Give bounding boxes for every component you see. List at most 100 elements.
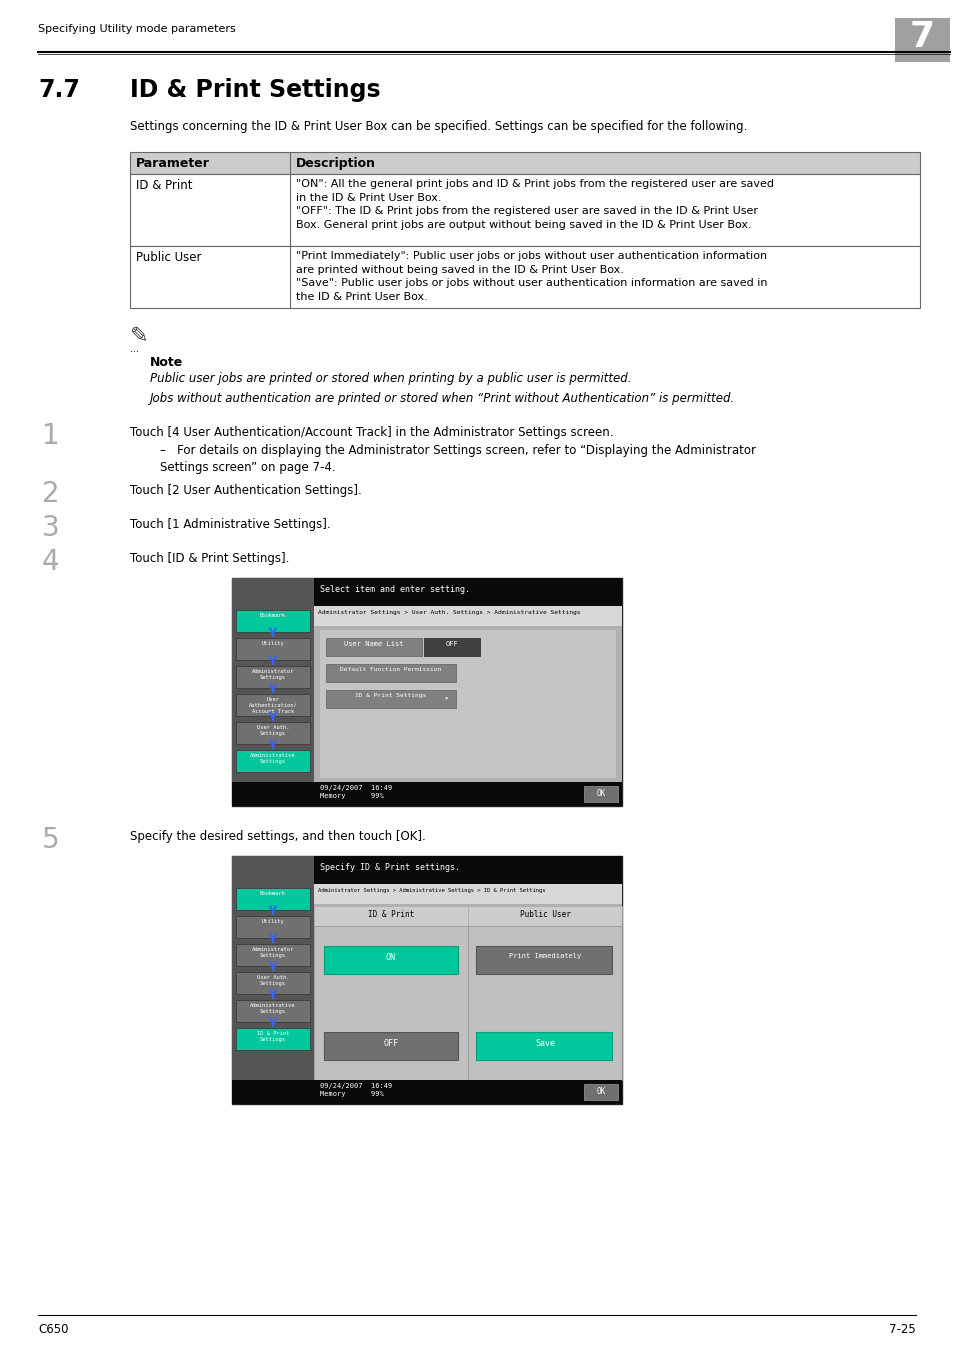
Text: Bookmark: Bookmark xyxy=(260,891,286,896)
Text: Public user jobs are printed or stored when printing by a public user is permitt: Public user jobs are printed or stored w… xyxy=(150,373,631,385)
Text: –   For details on displaying the Administrator Settings screen, refer to “Displ: – For details on displaying the Administ… xyxy=(160,444,755,474)
Text: Utility: Utility xyxy=(261,919,284,923)
Text: Default Function Permission: Default Function Permission xyxy=(340,667,441,672)
Text: ID & Print
Settings: ID & Print Settings xyxy=(256,1031,289,1042)
Text: ID & Print Settings: ID & Print Settings xyxy=(355,693,426,698)
Text: Specify ID & Print settings.: Specify ID & Print settings. xyxy=(319,863,459,872)
Bar xyxy=(583,786,618,802)
Text: 1: 1 xyxy=(42,423,59,450)
Text: ID & Print Settings: ID & Print Settings xyxy=(130,78,380,103)
Text: Save: Save xyxy=(535,1040,555,1048)
Text: OK: OK xyxy=(596,1087,605,1096)
Text: Touch [ID & Print Settings].: Touch [ID & Print Settings]. xyxy=(130,552,289,566)
Text: "ON": All the general print jobs and ID & Print jobs from the registered user ar: "ON": All the general print jobs and ID … xyxy=(295,180,773,230)
Text: Administrator Settings > Administrative Settings > ID & Print Settings: Administrator Settings > Administrative … xyxy=(317,888,545,892)
Bar xyxy=(314,884,621,904)
Text: Note: Note xyxy=(150,356,183,369)
Text: OFF: OFF xyxy=(383,1040,398,1048)
Text: Administrator
Settings: Administrator Settings xyxy=(252,946,294,957)
Text: Jobs without authentication are printed or stored when “Print without Authentica: Jobs without authentication are printed … xyxy=(150,392,735,405)
Bar xyxy=(314,906,468,926)
Bar xyxy=(235,1000,310,1022)
Text: Administrative
Settings: Administrative Settings xyxy=(250,753,295,764)
Bar xyxy=(232,1080,621,1104)
Text: 09/24/2007  16:49
Memory      99%: 09/24/2007 16:49 Memory 99% xyxy=(319,784,392,799)
Text: Select item and enter setting.: Select item and enter setting. xyxy=(319,585,470,594)
Bar xyxy=(235,972,310,994)
Bar xyxy=(130,174,919,246)
Text: Specify the desired settings, and then touch [OK].: Specify the desired settings, and then t… xyxy=(130,830,425,842)
Bar xyxy=(235,917,310,938)
Text: User
Authentication/
Account Track: User Authentication/ Account Track xyxy=(249,697,297,714)
Text: Touch [1 Administrative Settings].: Touch [1 Administrative Settings]. xyxy=(130,518,331,531)
Bar xyxy=(319,630,616,778)
Text: Administrator
Settings: Administrator Settings xyxy=(252,670,294,680)
Bar xyxy=(232,856,314,1104)
Text: 4: 4 xyxy=(42,548,59,576)
Text: C650: C650 xyxy=(38,1323,69,1336)
Text: Utility: Utility xyxy=(261,641,284,647)
Bar xyxy=(583,1084,618,1100)
Text: ▸: ▸ xyxy=(443,694,448,701)
Bar xyxy=(314,606,621,626)
Bar xyxy=(423,639,479,656)
Bar xyxy=(468,906,621,926)
Text: User Auth.
Settings: User Auth. Settings xyxy=(256,975,289,985)
Text: Print Immediately: Print Immediately xyxy=(508,953,580,958)
Bar xyxy=(326,664,456,682)
Text: Public User: Public User xyxy=(519,910,570,919)
Bar xyxy=(235,751,310,772)
Bar xyxy=(324,946,457,973)
Text: Touch [4 User Authentication/Account Track] in the Administrator Settings screen: Touch [4 User Authentication/Account Tra… xyxy=(130,427,613,439)
Text: "Print Immediately": Public user jobs or jobs without user authentication inform: "Print Immediately": Public user jobs or… xyxy=(295,251,767,302)
Text: 09/24/2007  16:49
Memory      99%: 09/24/2007 16:49 Memory 99% xyxy=(319,1083,392,1098)
Text: 7.7: 7.7 xyxy=(38,78,80,103)
Bar xyxy=(232,578,621,806)
Bar xyxy=(326,639,421,656)
Bar xyxy=(235,1027,310,1050)
Bar xyxy=(232,856,621,1104)
Text: User Name List: User Name List xyxy=(344,641,403,647)
Bar xyxy=(314,884,621,1080)
Bar xyxy=(235,666,310,688)
Text: Public User: Public User xyxy=(136,251,201,265)
Text: 7: 7 xyxy=(909,20,934,54)
Text: 2: 2 xyxy=(42,481,59,508)
Text: Description: Description xyxy=(295,157,375,170)
Text: Administrator Settings > User Auth. Settings > Administrative Settings: Administrator Settings > User Auth. Sett… xyxy=(317,610,579,616)
Text: ...: ... xyxy=(130,344,139,354)
Bar xyxy=(314,606,621,782)
Text: OK: OK xyxy=(596,788,605,798)
Text: Settings concerning the ID & Print User Box can be specified. Settings can be sp: Settings concerning the ID & Print User … xyxy=(130,120,746,134)
Bar xyxy=(468,926,621,1080)
Text: Bookmark: Bookmark xyxy=(260,613,286,618)
Text: Parameter: Parameter xyxy=(136,157,210,170)
Text: User Auth.
Settings: User Auth. Settings xyxy=(256,725,289,736)
Text: ID & Print: ID & Print xyxy=(136,180,193,192)
Text: Administrative
Settings: Administrative Settings xyxy=(250,1003,295,1014)
Bar xyxy=(235,639,310,660)
Text: 5: 5 xyxy=(42,826,59,855)
Text: ON: ON xyxy=(386,953,395,963)
Bar xyxy=(476,946,612,973)
Bar xyxy=(235,944,310,967)
Bar xyxy=(130,153,919,174)
Text: Touch [2 User Authentication Settings].: Touch [2 User Authentication Settings]. xyxy=(130,485,361,497)
Text: 3: 3 xyxy=(42,514,60,541)
Text: Specifying Utility mode parameters: Specifying Utility mode parameters xyxy=(38,24,235,34)
Text: ID & Print: ID & Print xyxy=(368,910,414,919)
Bar xyxy=(130,246,919,308)
Bar xyxy=(235,610,310,632)
Bar xyxy=(235,722,310,744)
Bar xyxy=(232,782,621,806)
Bar xyxy=(232,856,621,884)
Bar xyxy=(235,888,310,910)
Bar xyxy=(476,1031,612,1060)
Bar xyxy=(894,18,949,62)
Text: 7-25: 7-25 xyxy=(888,1323,915,1336)
Bar xyxy=(326,690,456,707)
Bar xyxy=(324,1031,457,1060)
Text: ✎: ✎ xyxy=(130,325,149,346)
Bar xyxy=(232,578,314,806)
Bar xyxy=(232,578,621,606)
